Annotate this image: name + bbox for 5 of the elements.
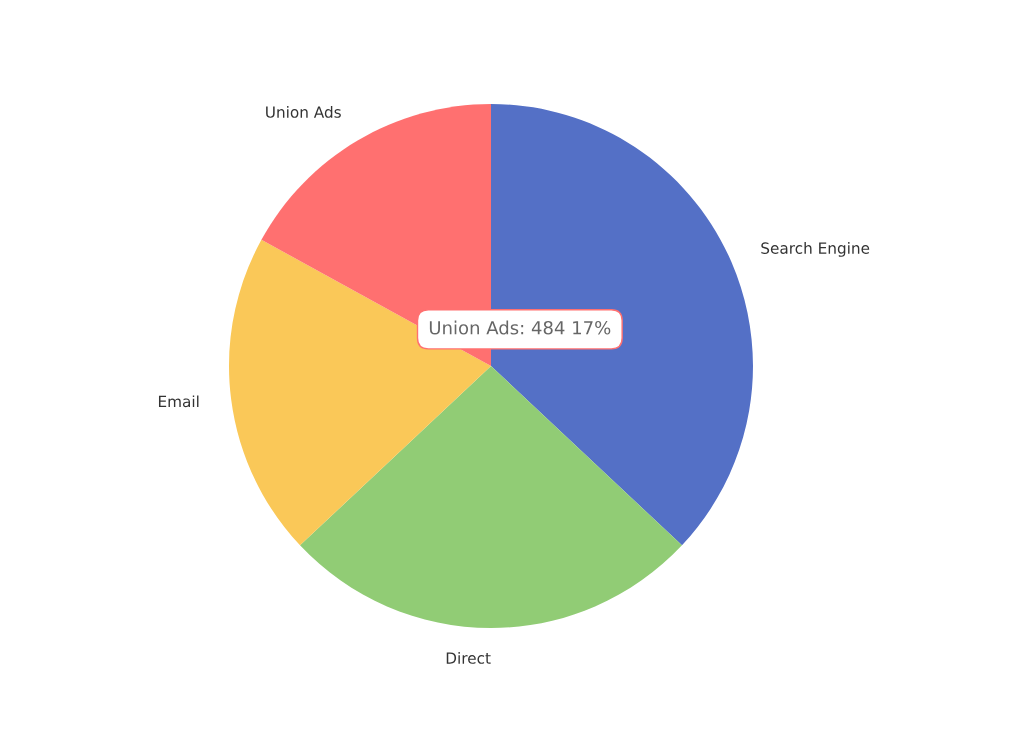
text: Union Ads: 484 17%	[429, 320, 611, 335]
slice-label: Union Ads	[266, 106, 341, 118]
slice-label: Email	[158, 395, 199, 408]
slice-label: Search Engine	[761, 242, 870, 257]
slice-label: Direct	[446, 652, 491, 664]
